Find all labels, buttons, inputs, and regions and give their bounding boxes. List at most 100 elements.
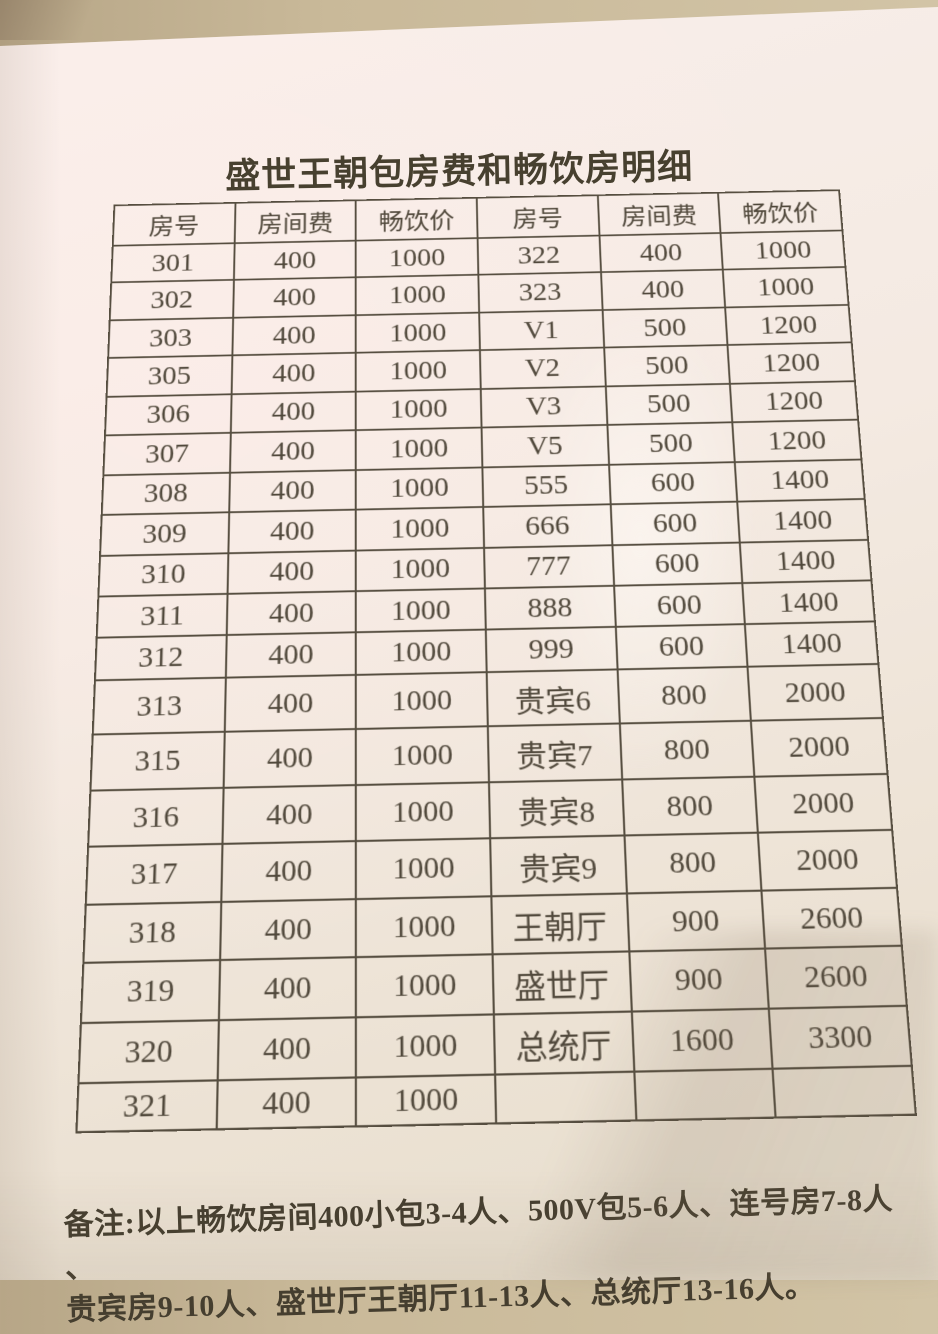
- table-cell: 600: [615, 624, 748, 670]
- table-cell: 1000: [356, 954, 494, 1018]
- table-cell: 800: [617, 666, 752, 724]
- table-cell: 1000: [356, 1075, 497, 1127]
- table-cell: 1400: [735, 459, 865, 502]
- table-cell: V3: [480, 386, 608, 428]
- table-cell: 800: [619, 721, 755, 780]
- table-cell: 1000: [355, 350, 481, 392]
- table-cell: V5: [481, 425, 609, 468]
- table-cell: 317: [85, 844, 223, 905]
- table-cell: 贵宾9: [490, 835, 627, 897]
- table-cell: 500: [607, 422, 736, 465]
- table-cell: 1000: [356, 467, 484, 510]
- footer-notes: 备注:以上畅饮房间400小包3-4人、500V包5-6人、连号房7-8人 、 贵…: [63, 1179, 907, 1333]
- table-cell: 1000: [355, 312, 480, 354]
- table-cell: 309: [100, 512, 229, 556]
- table-cell: 400: [227, 550, 357, 594]
- table-cell: 302: [109, 280, 234, 321]
- table-cell: 1200: [725, 304, 852, 346]
- table-cell: 600: [613, 583, 746, 628]
- table-cell: 800: [621, 776, 759, 836]
- table-cell: V1: [479, 309, 604, 351]
- table-cell: 311: [96, 593, 228, 639]
- table-cell: 900: [628, 949, 770, 1012]
- table-cell: 1000: [356, 547, 485, 592]
- table-cell: 888: [484, 585, 616, 630]
- table-cell: 306: [104, 394, 232, 436]
- table-cell: 2000: [758, 830, 897, 891]
- table-cell: 1000: [356, 507, 485, 551]
- table-cell: 400: [232, 315, 356, 356]
- table-cell: 1000: [356, 896, 493, 958]
- table-cell: 贵宾6: [486, 669, 620, 727]
- table-cell: 320: [78, 1020, 219, 1084]
- table-cell: 1000: [723, 267, 849, 308]
- table-cell: 400: [217, 1017, 357, 1081]
- table-cell: 1000: [356, 629, 487, 675]
- table-cell: 600: [612, 542, 743, 586]
- table-cell: 1000: [355, 388, 482, 431]
- table-cell: 400: [223, 729, 357, 788]
- table-cell: 400: [599, 233, 724, 273]
- table-cell: 305: [106, 355, 233, 397]
- table-cell: 301: [111, 243, 235, 283]
- table-cell: 1000: [356, 671, 488, 730]
- column-header: 畅饮价: [718, 190, 843, 234]
- table-cell: [495, 1072, 636, 1124]
- column-header: 房间费: [234, 200, 356, 244]
- table-cell: 313: [92, 677, 226, 735]
- table-body: 301 400 1000 322 400 1000 302 400 1000 323 400 1000…: [76, 230, 916, 1133]
- table-cell: 2600: [761, 887, 902, 950]
- table-cell: 400: [225, 632, 357, 678]
- table-cell: 318: [83, 901, 221, 964]
- table-cell: 999: [485, 627, 618, 672]
- table-cell: 555: [482, 464, 611, 508]
- table-cell: 400: [600, 269, 726, 310]
- table-cell: 600: [610, 501, 741, 545]
- table-cell: 500: [605, 383, 733, 426]
- table-cell: 400: [219, 898, 357, 961]
- table-cell: 1000: [356, 1014, 496, 1078]
- table-cell: 307: [103, 432, 231, 476]
- table-cell: 2000: [754, 773, 893, 834]
- table-cell: 1000: [355, 238, 479, 278]
- table-cell: 310: [98, 552, 229, 597]
- table-cell: 贵宾7: [487, 723, 622, 783]
- price-table: 房号 房间费 畅饮价 房号 房间费 畅饮价 301 400 1000 322 400 1000 302…: [75, 189, 917, 1133]
- table-cell: 400: [228, 509, 357, 553]
- price-table-wrap: 房号 房间费 畅饮价 房号 房间费 畅饮价 301 400 1000 322 400 1000 302…: [75, 189, 917, 1133]
- table-cell: 2000: [747, 663, 883, 722]
- table-cell: 321: [76, 1080, 218, 1133]
- table-cell: 600: [608, 461, 738, 505]
- table-cell: 1400: [740, 539, 872, 584]
- table-cell: 1200: [730, 380, 859, 423]
- table-cell: 400: [232, 277, 356, 318]
- table-cell: 1200: [732, 419, 862, 462]
- table-cell: 400: [226, 591, 357, 636]
- table-cell: 500: [603, 345, 731, 387]
- table-cell: 1400: [737, 499, 869, 543]
- table-cell: 400: [228, 469, 357, 513]
- table-cell: [633, 1069, 776, 1121]
- table-cell: 2000: [751, 718, 888, 777]
- table-cell: V2: [479, 347, 606, 389]
- table-cell: 1000: [355, 275, 480, 316]
- column-header: 房间费: [597, 192, 721, 236]
- table-cell: 400: [222, 784, 357, 845]
- table-cell: 1000: [356, 782, 491, 842]
- table-cell: [772, 1066, 916, 1118]
- table-cell: 323: [478, 272, 603, 313]
- table-cell: 1000: [356, 726, 489, 785]
- table-cell: 1600: [631, 1008, 773, 1073]
- table-cell: 315: [90, 732, 225, 791]
- column-header: 房号: [112, 202, 236, 246]
- table-cell: 3300: [769, 1005, 912, 1070]
- table-cell: 总统厅: [493, 1011, 634, 1076]
- sheet-content: 盛世王朝包房费和畅饮房明细 房号 房间费 畅饮价 房号 房间费 畅饮价 301 400 100…: [63, 147, 917, 1327]
- table-cell: 1000: [356, 427, 483, 470]
- table-cell: 500: [602, 307, 728, 348]
- table-cell: 1200: [727, 342, 855, 384]
- table-cell: 400: [231, 353, 356, 395]
- column-header: 房号: [476, 195, 600, 239]
- table-cell: 312: [94, 635, 227, 681]
